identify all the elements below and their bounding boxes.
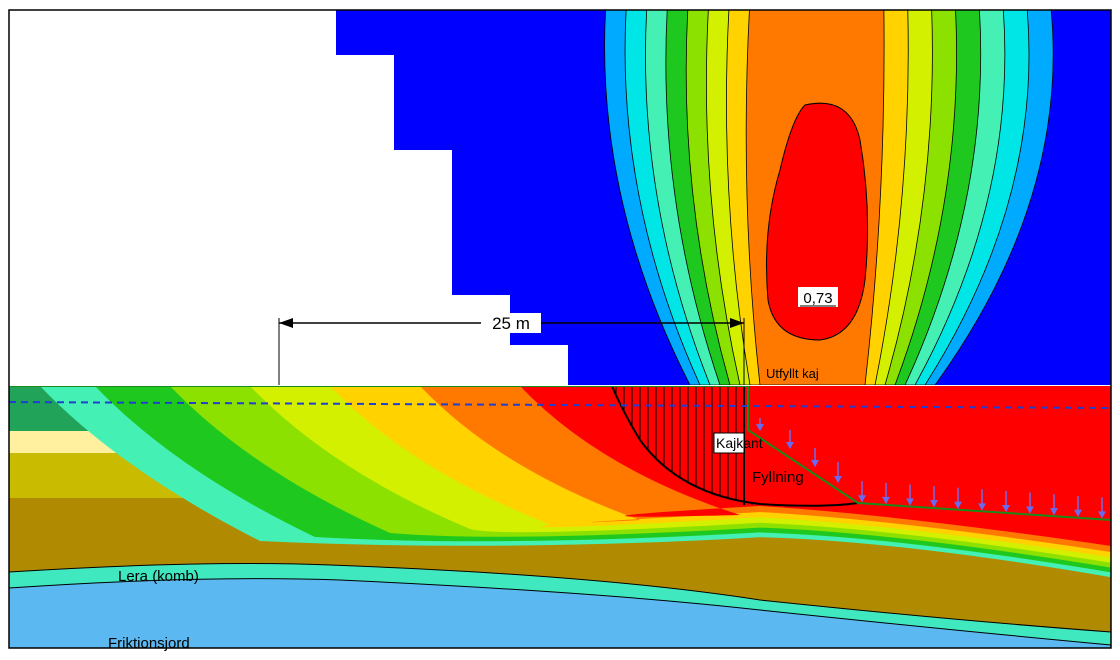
- load-arrow-head: [858, 495, 866, 503]
- load-arrow-head: [756, 424, 764, 431]
- load-arrow-head: [834, 476, 842, 483]
- label-utfyllt-kaj: Utfyllt kaj: [766, 366, 819, 381]
- load-arrow-head: [786, 442, 794, 449]
- label-friktionsjord: Friktionsjord: [108, 635, 190, 652]
- soil-profile: [9, 386, 1111, 648]
- fos-value-label: 0,73: [803, 290, 832, 307]
- load-arrow-head: [811, 460, 819, 467]
- ground-surface: [9, 386, 1111, 521]
- load-arrow-head: [1074, 509, 1082, 517]
- contour-core-red: [766, 102, 869, 341]
- load-arrow-head: [930, 500, 938, 508]
- water-table-line: [9, 401, 1111, 409]
- slip-circle: [611, 386, 859, 507]
- load-arrow-head: [906, 498, 914, 506]
- label-fyllning: Fyllning: [752, 469, 804, 486]
- label-kajkant: Kajkant: [716, 435, 763, 451]
- frame: [8, 9, 1112, 649]
- label-lera: Lera (komb): [118, 568, 199, 585]
- load-arrow-head: [1026, 506, 1034, 514]
- load-arrow-head: [954, 501, 962, 509]
- load-arrow-head: [882, 496, 890, 504]
- load-arrow-head: [1050, 508, 1058, 516]
- load-arrows: [756, 418, 1106, 519]
- center-grid-contours: [336, 10, 1111, 385]
- dimension-line: 25 m: [278, 313, 745, 385]
- load-arrow-head: [1002, 504, 1010, 512]
- dimension-label: 25 m: [492, 314, 530, 333]
- load-arrow-head: [978, 503, 986, 511]
- load-arrow-head: [1098, 511, 1106, 519]
- layer-friction-soil: [9, 578, 1111, 648]
